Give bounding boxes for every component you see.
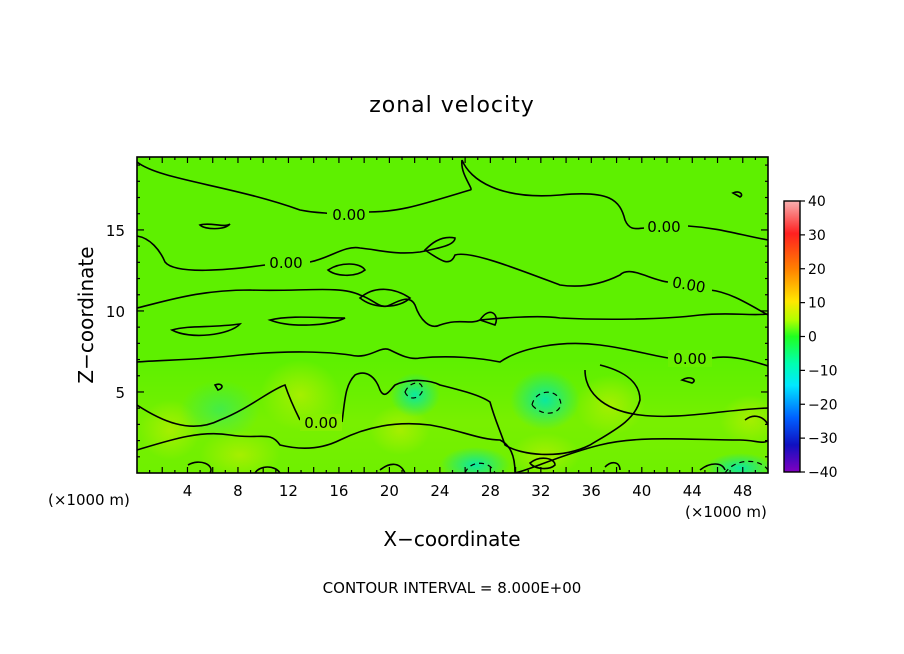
x-tick-label: 8: [233, 482, 243, 500]
contour-mid: [137, 288, 768, 327]
colorbar-tick-label: −20: [808, 397, 838, 413]
y-tick-label: 10: [106, 303, 125, 321]
contour-base: [137, 422, 768, 473]
colorbar-tick-label: 40: [808, 194, 826, 210]
contour-interval-text: CONTOUR INTERVAL = 8.000E+00: [323, 579, 582, 597]
colorbar-tick-label: −30: [808, 431, 838, 447]
contour-bottom: [137, 364, 768, 456]
contour-label: 0.00: [304, 414, 337, 432]
contour-mid-upper: [137, 235, 768, 316]
colorbar-tick-label: −10: [808, 363, 838, 379]
x-tick-label: 24: [430, 482, 449, 500]
chart-title: zonal velocity: [369, 93, 535, 118]
x-tick-label: 36: [582, 482, 601, 500]
x-tick-label: 4: [183, 482, 193, 500]
y-ticks: 5 10 15: [106, 164, 768, 458]
x-tick-label: 44: [683, 482, 702, 500]
contour-label: 0.00: [269, 254, 302, 272]
x-axis-label: X−coordinate: [383, 527, 520, 551]
colorbar-tick-label: −40: [808, 465, 838, 481]
colorbar: [783, 200, 801, 473]
y-axis-label: Z−coordinate: [74, 246, 98, 383]
contour-islands: [169, 191, 768, 473]
contour-label: 0.00: [647, 218, 680, 236]
x-ticks: 4 8 12 16 20 24 28 32 36 40 44 48: [149, 157, 756, 500]
colorbar-tick-label: 30: [808, 228, 826, 244]
contour-lower: [137, 342, 768, 367]
contour-label: 0.00: [332, 206, 365, 224]
x-tick-label: 48: [733, 482, 752, 500]
contour-labels: 0.00 0.00 0.00 0.00 0.00 0.00: [266, 206, 712, 432]
colorbar-ticks: 40 30 20 10 0 −10 −20 −30 −40: [800, 194, 838, 481]
contour-upper: [137, 159, 768, 241]
x-tick-label: 28: [481, 482, 500, 500]
x-tick-label: 20: [380, 482, 399, 500]
contour-label: 0.00: [673, 350, 706, 368]
y-tick-label: 5: [115, 384, 125, 402]
y-tick-label: 15: [106, 222, 125, 240]
colorbar-tick-label: 0: [808, 330, 817, 346]
contour-lines: [137, 159, 768, 473]
x-tick-label: 12: [279, 482, 298, 500]
plot-area: 0.00 0.00 0.00 0.00 0.00 0.00: [137, 157, 768, 473]
x-unit-label-left: (×1000 m): [48, 491, 130, 509]
x-tick-label: 16: [329, 482, 348, 500]
contour-label: 0.00: [671, 273, 707, 297]
contour-negative: [404, 382, 768, 473]
x-tick-label: 40: [632, 482, 651, 500]
x-unit-label-right: (×1000 m): [685, 503, 767, 521]
colorbar-tick-label: 10: [808, 296, 826, 312]
colorbar-tick-label: 20: [808, 262, 826, 278]
x-tick-label: 32: [531, 482, 550, 500]
